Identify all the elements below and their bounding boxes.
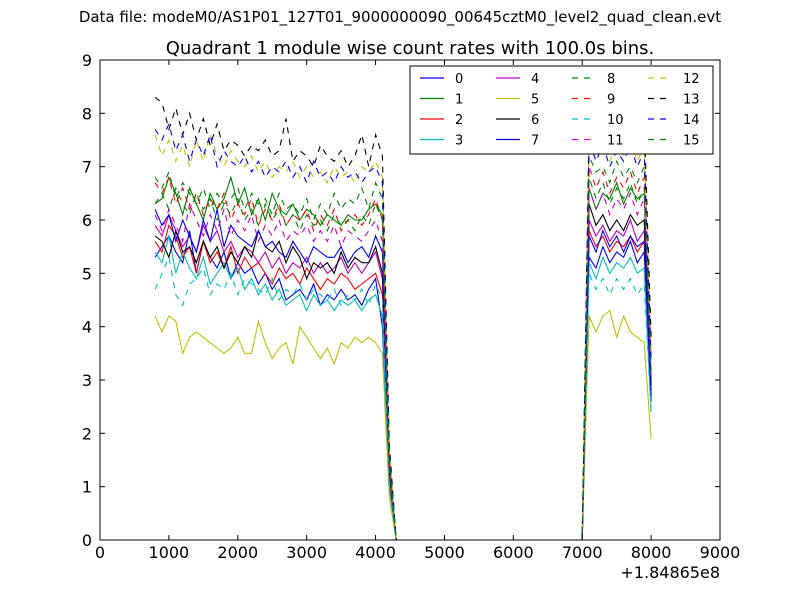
legend-label-7: 7 [531, 134, 539, 149]
y-tick-label: 8 [82, 104, 92, 123]
x-tick-label: 9000 [700, 543, 741, 562]
x-tick-label: 3000 [286, 543, 327, 562]
legend-label-12: 12 [683, 72, 700, 87]
x-tick-label: 4000 [355, 543, 396, 562]
series-line-5 [154, 309, 652, 541]
legend-label-13: 13 [683, 93, 700, 108]
y-tick-label: 9 [82, 51, 92, 70]
series-line-0 [154, 230, 652, 541]
x-tick-label: 8000 [631, 543, 672, 562]
x-offset-label: +1.84865e8 [620, 563, 720, 582]
x-tick-label: 0 [95, 543, 105, 562]
series-line-4 [154, 213, 652, 541]
series-line-14 [154, 122, 652, 541]
legend-label-9: 9 [607, 93, 615, 108]
series-line-3 [154, 235, 652, 541]
x-tick-label: 5000 [424, 543, 465, 562]
series-line-7 [154, 209, 652, 541]
legend-label-3: 3 [455, 134, 463, 149]
y-tick-label: 1 [82, 478, 92, 497]
y-tick-label: 7 [82, 158, 92, 177]
y-tick-label: 0 [82, 531, 92, 550]
series-line-9 [154, 166, 652, 541]
x-tick-label: 2000 [217, 543, 258, 562]
x-tick-label: 7000 [562, 543, 603, 562]
series-line-11 [154, 187, 652, 541]
chart-title: Quadrant 1 module wise count rates with … [166, 38, 655, 59]
series-line-6 [154, 203, 652, 541]
x-tick-label: 6000 [493, 543, 534, 562]
series-line-12 [154, 132, 652, 541]
y-tick-label: 3 [82, 371, 92, 390]
legend-label-11: 11 [607, 134, 624, 149]
legend-label-5: 5 [531, 93, 539, 108]
legend-label-6: 6 [531, 113, 539, 128]
legend-label-8: 8 [607, 72, 615, 87]
axes: 0 1000 2000 3000 4000 5000 6000 7000 8000 9000012… [82, 51, 741, 562]
y-tick-label: 5 [82, 264, 92, 283]
series-line-13 [154, 84, 652, 541]
legend-label-14: 14 [683, 113, 700, 128]
legend-label-15: 15 [683, 134, 700, 149]
axes-frame [99, 59, 721, 541]
figure-suptitle: Data file: modeM0/AS1P01_127T01_90000000… [78, 8, 722, 26]
legend-label-0: 0 [455, 72, 463, 87]
x-tick-label: 1000 [149, 543, 190, 562]
plot-area [154, 84, 652, 541]
legend-label-2: 2 [455, 113, 463, 128]
legend-label-1: 1 [455, 93, 463, 108]
series-line-10 [154, 255, 652, 541]
y-tick-label: 2 [82, 424, 92, 443]
y-tick-label: 6 [82, 211, 92, 230]
legend-label-4: 4 [531, 72, 539, 87]
y-tick-label: 4 [82, 318, 92, 337]
legend-label-10: 10 [607, 113, 624, 128]
